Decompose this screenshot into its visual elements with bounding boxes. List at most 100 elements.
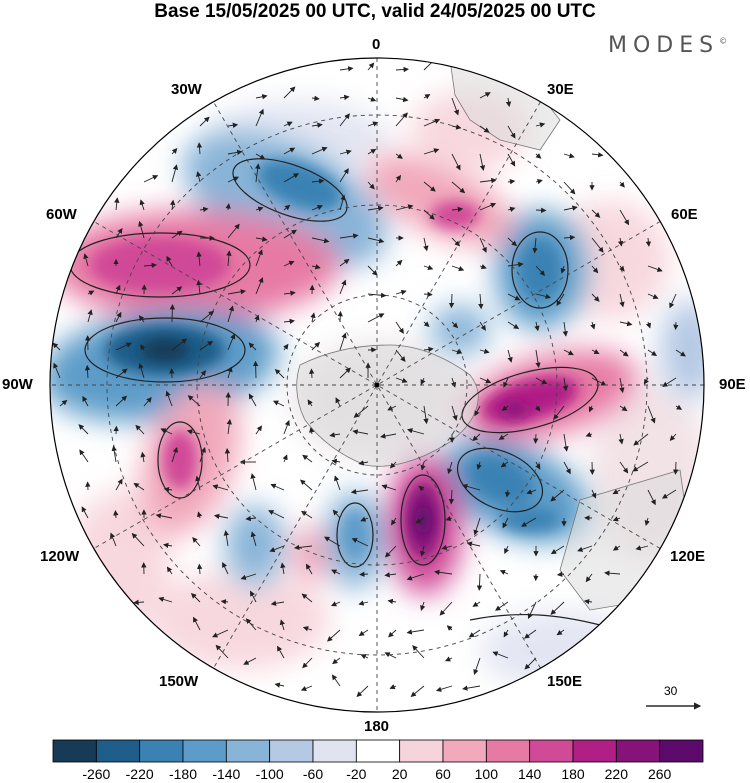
wind-arrow [171,230,183,239]
wind-arrow [644,517,650,526]
wind-arrow [451,206,464,213]
wind-arrow [619,349,629,357]
wind-arrow [535,265,546,276]
wind-arrow [479,348,490,354]
wind-arrow [160,428,173,435]
wind-arrow [81,506,89,519]
wind-arrow [227,149,243,156]
wind-arrow [367,237,385,244]
wind-arrow [225,203,231,211]
wind-arrow [395,321,404,334]
lon-label-90e: 90E [719,376,746,393]
wind-arrow [591,209,601,218]
wind-arrow [87,290,95,296]
wind-arrow [227,333,236,351]
wind-arrow [590,321,596,330]
wind-arrow [196,563,203,575]
wind-arrow [434,569,453,575]
wind-arrow [115,342,132,351]
wind-arrow [248,393,257,407]
wind-arrow [583,598,593,605]
wind-arrow [462,483,481,491]
wind-arrow [675,404,683,410]
wind-arrow [645,237,652,247]
wind-arrow [133,482,145,491]
wind-arrow [302,657,313,669]
wind-arrow [451,321,459,329]
lon-label-120e: 120E [670,548,706,565]
wind-arrow [199,446,206,463]
wind-arrow [283,173,299,183]
wind-arrow [270,483,285,491]
wind-arrow [353,405,369,418]
wind-arrow [447,461,453,475]
wind-arrow [395,377,408,383]
wind-arrow [294,544,313,551]
wind-arrow [339,258,350,267]
wind-arrow [245,618,257,631]
colorbar-swatch [95,739,141,763]
wind-arrow [504,545,510,555]
wind-arrow [591,349,600,355]
wind-arrow [395,259,403,267]
wind-arrow [143,175,159,183]
colorbar-swatch [312,739,357,763]
wind-arrow [213,513,229,519]
wind-arrow [171,164,179,183]
colorbar-tick-label: 100 [474,766,499,782]
wind-arrow [535,178,543,185]
wind-arrow [503,629,509,638]
wind-arrow [563,205,578,211]
wind-arrow [507,125,516,139]
wind-arrow [367,121,379,127]
colorbar-swatch [572,739,617,763]
wind-arrow [612,489,621,495]
wind-arrow [535,207,547,213]
wind-arrow [591,265,599,274]
wind-arrow [423,321,430,328]
meridian-line [93,221,661,549]
wind-arrow [619,265,625,272]
wind-arrow [526,489,537,495]
wind-arrow [563,153,575,159]
wind-arrow [418,485,425,492]
colorbar-tick-label: 140 [517,766,542,782]
wind-arrow [274,368,285,379]
wind-arrow [250,531,257,547]
wind-arrow [302,454,313,463]
wind-arrow [534,321,540,332]
colorbar-swatch [485,739,531,763]
wind-arrow [535,461,541,470]
wind-arrow [577,545,593,552]
wind-arrow [283,318,295,325]
wind-arrow [618,433,624,445]
wind-arrow [556,629,565,636]
wind-arrow [395,174,402,183]
wind-arrow [591,237,604,253]
wind-arrow [502,517,509,529]
wind-arrow [647,265,663,272]
wind-arrow [339,332,347,351]
meridian-line [213,101,541,669]
wind-arrow [133,599,145,606]
wind-arrow [215,644,229,659]
south-pole-marker [374,382,380,388]
wind-arrow [532,237,538,254]
map-title: Base 15/05/2025 00 UTC, valid 24/05/2025… [154,1,596,22]
wind-arrow [410,685,425,697]
wind-arrow [448,293,455,309]
wind-arrow [283,420,290,435]
wind-arrow [115,284,121,295]
wind-arrow [451,181,466,194]
wind-arrow [669,293,677,309]
wind-arrow [446,625,453,631]
colorbar [52,739,704,763]
wind-arrow [138,315,145,323]
wind-arrow [367,292,387,298]
wind-arrow [282,454,288,463]
wind-arrow [359,571,369,577]
colorbar-swatch [182,739,227,763]
wind-arrow [339,367,351,379]
wind-arrow [339,279,347,295]
